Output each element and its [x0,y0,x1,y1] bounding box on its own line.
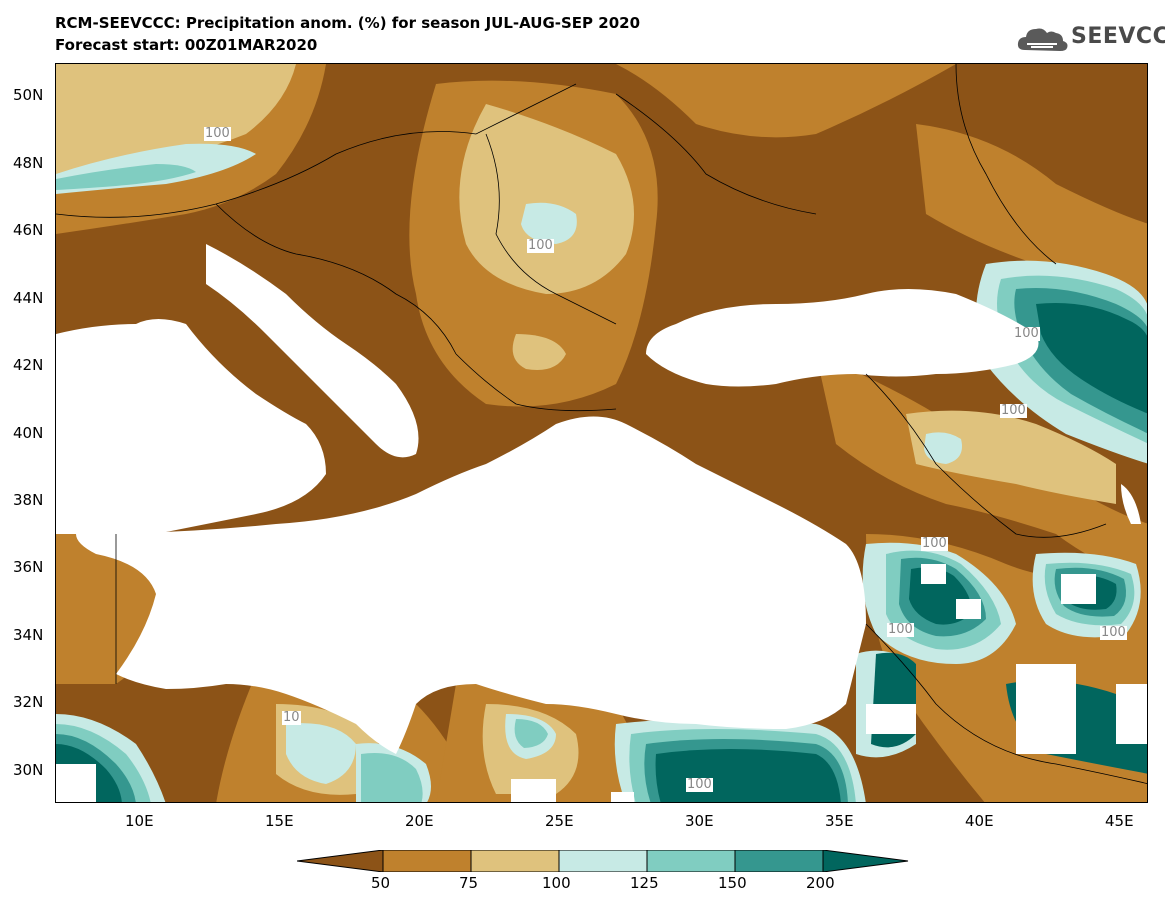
colorbar-tick: 200 [806,874,835,892]
contour-label: 100 [1100,625,1127,640]
title-line-2: Forecast start: 00Z01MAR2020 [55,36,318,54]
colorbar-swatch [822,850,909,872]
lon-label: 40E [965,812,994,830]
lat-label: 34N [13,626,44,644]
colorbar-swatch [470,850,560,872]
colorbar [297,850,909,872]
contour-label: 100 [1013,326,1040,341]
country-borders [56,64,1147,784]
contour-label: 10 [282,710,301,725]
colorbar-tick: 100 [542,874,571,892]
lat-label: 32N [13,693,44,711]
lon-label: 35E [825,812,854,830]
map-title: RCM-SEEVCCC: Precipitation anom. (%) for… [55,12,640,56]
lon-label: 15E [265,812,294,830]
lat-label: 48N [13,154,44,172]
colorbar-swatch [734,850,824,872]
lat-label: 44N [13,289,44,307]
logo-text: SEEVCCC [1071,24,1165,49]
title-line-1: RCM-SEEVCCC: Precipitation anom. (%) for… [55,14,640,32]
contour-label: 100 [921,536,948,551]
lat-label: 30N [13,761,44,779]
lon-label: 25E [545,812,574,830]
sea-mask [56,244,1147,802]
colorbar-swatch [297,850,384,872]
contour-label: 100 [887,622,914,637]
anomaly-map [56,64,1147,802]
colorbar-swatch [646,850,736,872]
lat-label: 42N [13,356,44,374]
cloud-icon [1017,28,1068,51]
lat-label: 46N [13,221,44,239]
colorbar-tick: 75 [459,874,479,892]
contour-label: 100 [686,777,713,792]
lon-label: 10E [125,812,154,830]
colorbar-tick: 150 [718,874,747,892]
contour-label: 100 [527,238,554,253]
colorbar-tick: 50 [371,874,391,892]
lat-label: 40N [13,424,44,442]
lat-label: 38N [13,491,44,509]
colorbar-swatch [382,850,472,872]
map-panel: 100 100 100 100 100 100 100 100 10 [55,63,1148,803]
colorbar-swatch [558,850,648,872]
contour-label: 100 [204,126,231,141]
lon-label: 30E [685,812,714,830]
contour-label: 100 [1000,403,1027,418]
colorbar-tick: 125 [630,874,659,892]
lon-label: 20E [405,812,434,830]
lat-label: 36N [13,558,44,576]
lat-label: 50N [13,86,44,104]
seevccc-logo: SEEVCCC [1015,22,1165,56]
lon-label: 45E [1105,812,1134,830]
